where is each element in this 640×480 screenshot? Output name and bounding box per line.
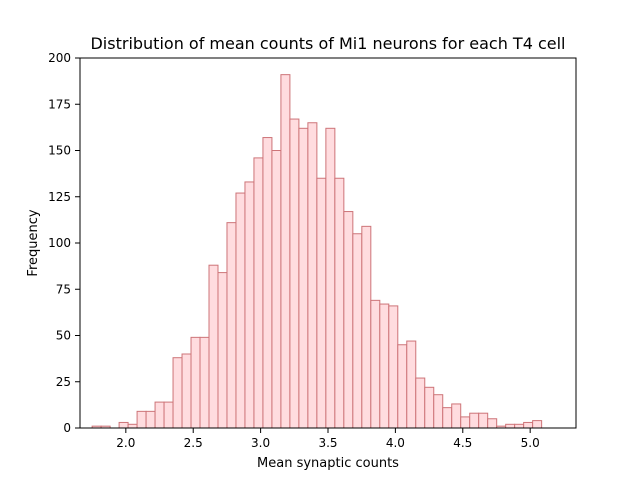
histogram-bar: [487, 418, 498, 429]
histogram-bar: [397, 344, 408, 429]
x-tick-label: 5.0: [521, 436, 540, 450]
histogram-bar: [433, 394, 444, 429]
x-axis-label: Mean synaptic counts: [257, 456, 399, 471]
y-tick-label: 100: [48, 236, 71, 250]
histogram-bar: [406, 340, 417, 429]
histogram-bar: [136, 410, 147, 429]
x-axis-ticks: 2.0 2.5 3.0 3.5 4.0 4.5 5.0: [116, 428, 540, 450]
histogram-bar: [190, 336, 201, 429]
histogram-bar: [244, 181, 255, 429]
histogram-bar: [370, 299, 381, 429]
y-tick-label: 50: [56, 329, 71, 343]
histogram-bar: [451, 403, 462, 429]
histogram-bar: [424, 386, 435, 429]
histogram-bar: [226, 222, 237, 429]
x-tick-label: 4.5: [453, 436, 472, 450]
y-tick-label: 200: [48, 51, 71, 65]
histogram-bar: [460, 416, 471, 429]
histogram-bar: [253, 157, 264, 429]
histogram-bar: [343, 211, 354, 429]
histogram-bar: [154, 401, 165, 429]
histogram-bar: [127, 423, 138, 429]
x-tick-label: 3.0: [251, 436, 270, 450]
histogram-bar: [469, 412, 480, 429]
histogram-bar: [334, 177, 345, 429]
y-tick-label: 0: [63, 421, 71, 435]
y-axis-label: Frequency: [26, 209, 41, 276]
x-tick-label: 3.5: [318, 436, 337, 450]
histogram-bar: [172, 357, 183, 429]
histogram-bar: [289, 118, 300, 429]
x-tick-label: 4.0: [386, 436, 405, 450]
histogram-bar: [478, 412, 489, 429]
histogram-bar: [514, 423, 525, 429]
histogram-bar: [505, 423, 516, 429]
histogram-bar: [145, 410, 156, 429]
y-tick-label: 125: [48, 190, 71, 204]
histogram-bar: [523, 421, 534, 429]
histogram-bar: [271, 150, 282, 429]
chart-title: Distribution of mean counts of Mi1 neuro…: [90, 34, 565, 53]
histogram-bar: [280, 74, 291, 429]
histogram-bar: [352, 233, 363, 429]
histogram-bar: [325, 127, 336, 429]
histogram-bar: [118, 421, 129, 429]
histogram-bar: [379, 303, 390, 429]
histogram-bar: [361, 225, 372, 429]
histogram-bar: [316, 177, 327, 429]
histogram-bar: [181, 353, 192, 429]
histogram-bar: [163, 401, 174, 429]
histogram-bar: [532, 420, 543, 429]
x-tick-label: 2.5: [184, 436, 203, 450]
y-tick-label: 175: [48, 97, 71, 111]
y-tick-label: 150: [48, 144, 71, 158]
histogram-bar: [262, 137, 273, 429]
histogram-bar: [388, 305, 399, 429]
histogram-bar: [235, 192, 246, 429]
histogram-bar: [217, 272, 228, 429]
histogram-bar: [199, 336, 210, 429]
histogram-bar: [208, 264, 219, 429]
y-tick-label: 75: [56, 282, 71, 296]
histogram-bar: [298, 127, 309, 429]
y-axis-ticks: 0 25 50 75 100 125 150 175 200: [48, 51, 80, 435]
histogram-bar: [307, 122, 318, 429]
histogram-bar: [415, 377, 426, 429]
y-tick-label: 25: [56, 375, 71, 389]
x-tick-label: 2.0: [116, 436, 135, 450]
histogram-bar: [442, 407, 453, 429]
